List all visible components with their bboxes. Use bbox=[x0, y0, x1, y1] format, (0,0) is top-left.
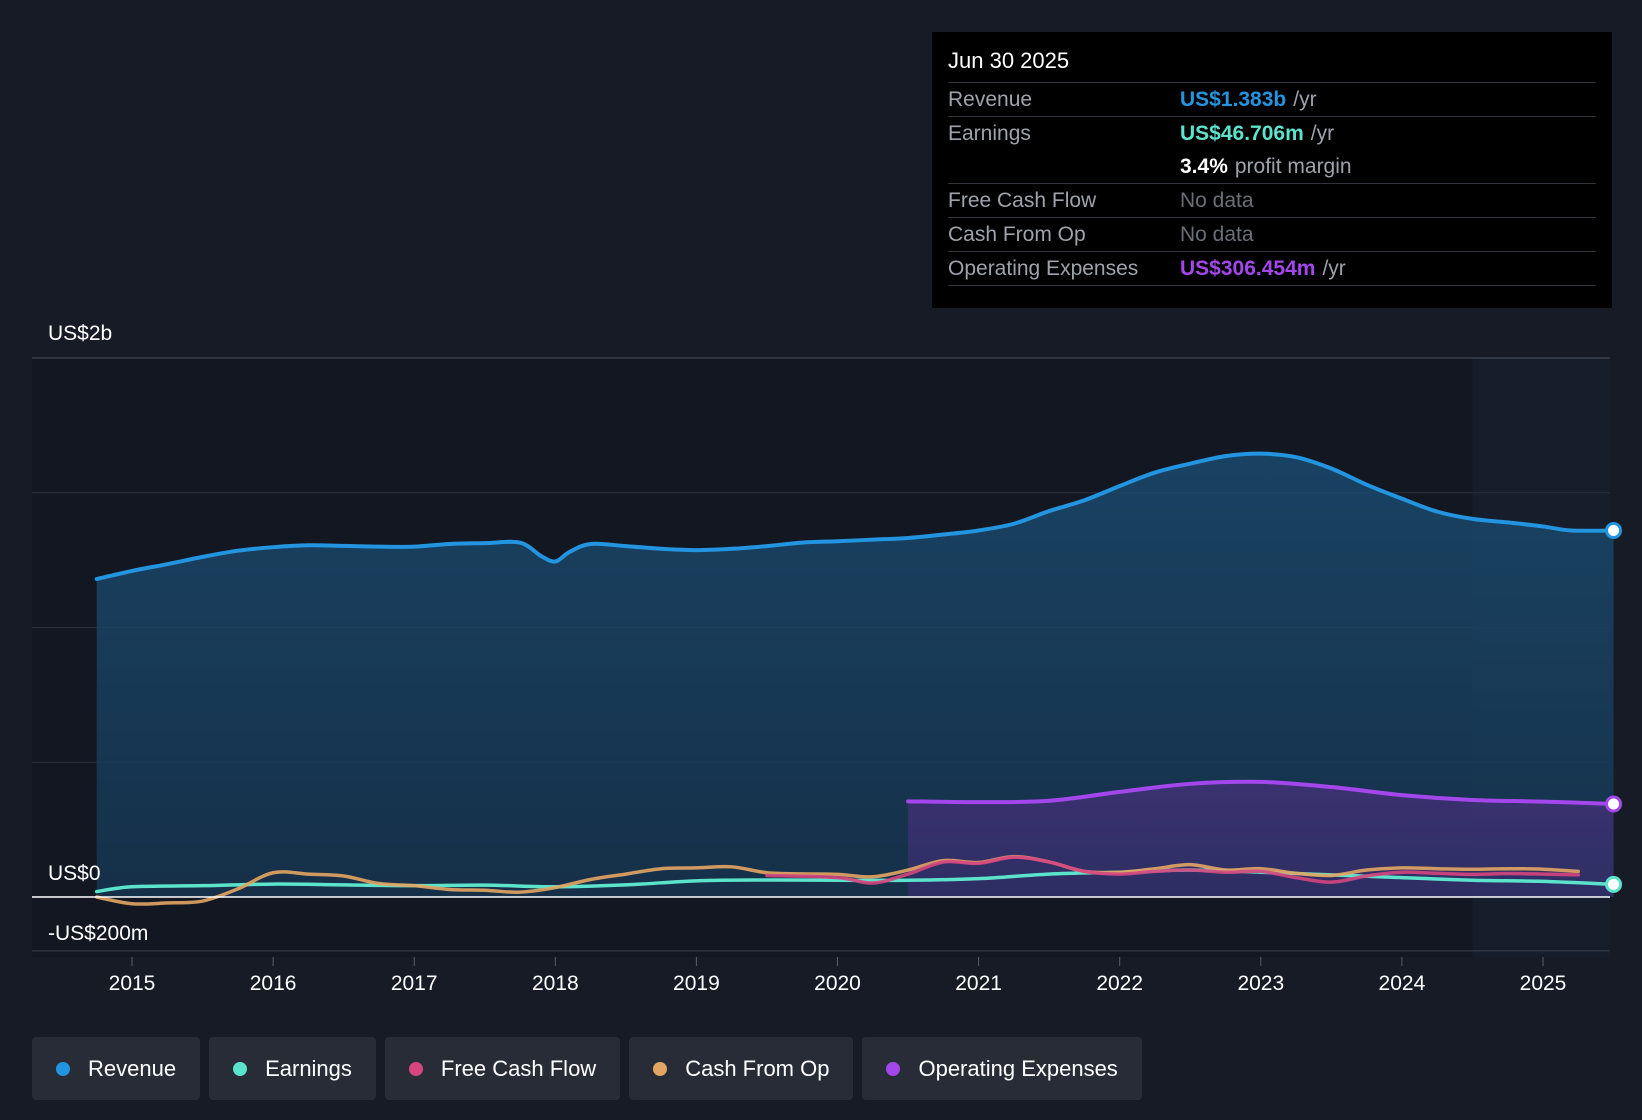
tooltip-unit-revenue: /yr bbox=[1293, 87, 1317, 111]
earnings-end-marker bbox=[1605, 875, 1623, 893]
tooltip-value-opex: US$306.454m bbox=[1180, 256, 1316, 280]
tooltip-row-opex: Operating Expenses US$306.454m /yr bbox=[948, 251, 1596, 286]
cash-from-op-line bbox=[94, 854, 1581, 906]
legend-item-cash-from-op[interactable]: Cash From Op bbox=[629, 1037, 854, 1100]
legend-dot-earnings bbox=[233, 1061, 248, 1076]
tooltip-unit-earnings: /yr bbox=[1310, 121, 1335, 145]
tooltip-margin-text: profit margin bbox=[1234, 154, 1352, 178]
legend-item-operating-expenses[interactable]: Operating Expenses bbox=[862, 1037, 1142, 1100]
earnings-line bbox=[94, 868, 1616, 894]
legend-item-revenue[interactable]: Revenue bbox=[32, 1037, 201, 1100]
y-label-top: US$2b bbox=[48, 322, 112, 345]
operating-expenses-end-marker bbox=[1605, 795, 1623, 813]
tooltip-row-earnings: Earnings US$46.706m /yr bbox=[948, 116, 1596, 150]
x-tick-label: 2018 bbox=[532, 972, 579, 995]
legend-item-free-cash-flow[interactable]: Free Cash Flow bbox=[384, 1037, 621, 1100]
revenue-line bbox=[94, 451, 1616, 581]
legend-label-free-cash-flow: Free Cash Flow bbox=[440, 1055, 597, 1081]
tooltip-value-cfo: No data bbox=[1180, 222, 1254, 246]
x-tick-label: 2015 bbox=[109, 972, 156, 995]
x-tick-label: 2020 bbox=[814, 972, 861, 995]
legend-label-earnings: Earnings bbox=[265, 1055, 352, 1081]
x-tick-label: 2024 bbox=[1379, 972, 1426, 995]
x-tick-label: 2025 bbox=[1520, 972, 1567, 995]
tooltip-label-opex: Operating Expenses bbox=[948, 256, 1139, 280]
legend-dot-free-cash-flow bbox=[408, 1061, 423, 1076]
tooltip-label-cfo: Cash From Op bbox=[948, 222, 1086, 246]
tooltip-label-revenue: Revenue bbox=[948, 87, 1033, 111]
tooltip-value-revenue: US$1.383b bbox=[1180, 87, 1287, 111]
tooltip-value-earnings: US$46.706m bbox=[1180, 121, 1304, 145]
tooltip-label-earnings: Earnings bbox=[948, 121, 1031, 145]
x-tick-label: 2022 bbox=[1096, 972, 1143, 995]
x-tick-label: 2019 bbox=[673, 972, 720, 995]
free-cash-flow-line bbox=[765, 855, 1581, 885]
legend-dot-revenue bbox=[56, 1061, 70, 1076]
y-label-zero: US$0 bbox=[48, 862, 101, 885]
legend-label-revenue: Revenue bbox=[88, 1055, 177, 1081]
legend-dot-operating-expenses bbox=[886, 1061, 901, 1076]
legend-item-earnings[interactable]: Earnings bbox=[209, 1037, 376, 1100]
tooltip-row-margin: 3.4% profit margin bbox=[948, 150, 1596, 183]
legend-label-cash-from-op: Cash From Op bbox=[685, 1055, 830, 1081]
tooltip-date: Jun 30 2025 bbox=[948, 48, 1070, 73]
legend: Revenue Earnings Free Cash Flow Cash Fro… bbox=[32, 1037, 1142, 1100]
tooltip-unit-opex: /yr bbox=[1322, 256, 1346, 280]
tooltip-row-fcf: Free Cash Flow No data bbox=[948, 183, 1596, 217]
operating-expenses-line bbox=[906, 779, 1616, 807]
tooltip-row-cfo: Cash From Op No data bbox=[948, 217, 1596, 251]
legend-label-operating-expenses: Operating Expenses bbox=[918, 1055, 1118, 1081]
tooltip-label-fcf: Free Cash Flow bbox=[948, 188, 1097, 212]
tooltip-row-revenue: Revenue US$1.383b /yr bbox=[948, 82, 1596, 116]
x-tick-label: 2023 bbox=[1237, 972, 1284, 995]
x-tick-label: 2016 bbox=[250, 972, 297, 995]
y-label-bottom: -US$200m bbox=[48, 922, 148, 945]
tooltip-value-fcf: No data bbox=[1180, 188, 1254, 212]
legend-dot-cash-from-op bbox=[653, 1061, 668, 1076]
x-tick-label: 2021 bbox=[955, 972, 1002, 995]
x-tick-label: 2017 bbox=[391, 972, 438, 995]
tooltip-margin-value: 3.4% bbox=[1180, 154, 1228, 178]
tooltip: Jun 30 2025 Revenue US$1.383b /yr Earnin… bbox=[932, 32, 1612, 308]
revenue-end-marker bbox=[1605, 521, 1623, 539]
